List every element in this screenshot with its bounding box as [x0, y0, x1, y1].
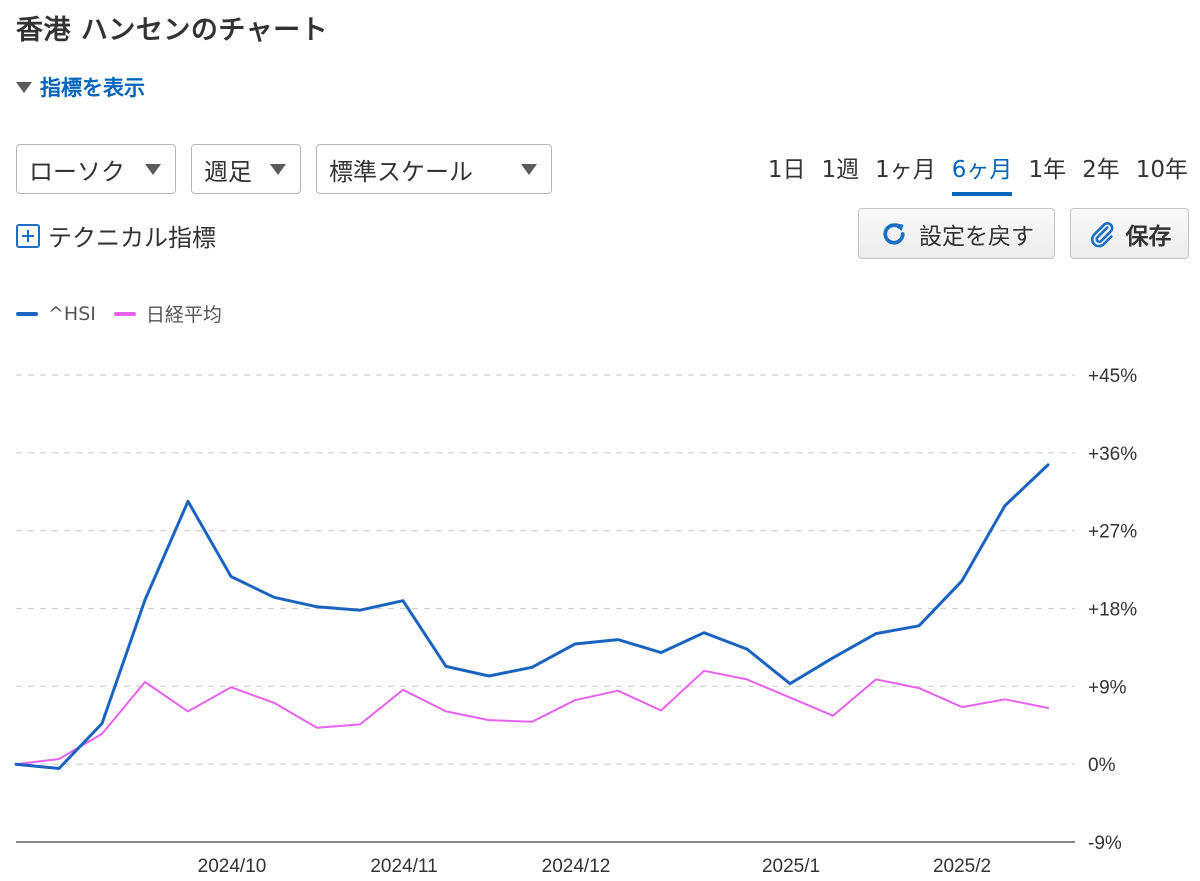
chart-series [14, 463, 1050, 770]
page-title: 香港 ハンセンのチャート [16, 15, 329, 46]
range-tab-10y[interactable]: 10年 [1135, 157, 1188, 183]
technical-indicators-label: テクニカル指標 [48, 224, 216, 252]
x-axis-ticks: 2024/10 2024/11 2024/12 2025/1 2025/2 [198, 856, 991, 877]
reset-settings-button[interactable]: 設定を戻す [858, 208, 1055, 259]
y-tick-label: +18% [1088, 600, 1137, 621]
chart-type-value: ローソク [29, 157, 125, 186]
plus-box-icon [16, 223, 40, 248]
y-tick-label: +9% [1088, 677, 1127, 698]
refresh-icon [879, 219, 909, 249]
scale-select[interactable]: 標準スケール [316, 144, 552, 194]
legend-label-nikkei: 日経平均 [145, 304, 222, 326]
reset-settings-label: 設定を戻す [919, 223, 1034, 250]
range-tab-2y[interactable]: 2年 [1082, 157, 1120, 183]
chart-grid [16, 374, 1075, 843]
y-tick-label: +45% [1088, 366, 1137, 387]
save-label: 保存 [1125, 223, 1172, 250]
save-button[interactable]: 保存 [1070, 208, 1189, 259]
period-value: 週足 [204, 157, 252, 186]
x-tick-label: 2024/11 [370, 856, 437, 877]
show-indicators-label: 指標を表示 [40, 76, 145, 100]
legend-item-hsi: ^HSI [16, 303, 96, 325]
legend-swatch-hsi [16, 311, 38, 316]
legend-label-hsi: ^HSI [48, 302, 96, 325]
period-select[interactable]: 週足 [191, 144, 301, 194]
range-tab-1y[interactable]: 1年 [1028, 157, 1067, 183]
y-tick-label: -9% [1088, 833, 1122, 854]
chart-legend: ^HSI 日経平均 [16, 300, 240, 327]
y-tick-label: 0% [1088, 755, 1116, 776]
range-tab-1w[interactable]: 1週 [821, 157, 860, 183]
legend-swatch-nikkei [113, 311, 136, 316]
show-indicators-toggle[interactable]: 指標を表示 [16, 72, 145, 102]
technical-indicators-button[interactable]: テクニカル指標 [16, 218, 216, 253]
legend-item-nikkei: 日経平均 [113, 300, 222, 327]
triangle-down-icon [16, 81, 32, 93]
y-tick-label: +27% [1088, 522, 1137, 543]
range-tabs: 1日 1週 1ヶ月 6ヶ月 1年 2年 10年 [752, 150, 1188, 196]
chevron-down-icon [270, 164, 286, 175]
comparison-line-chart: +45%+36%+27%+18%+9%0%-9% 2024/10 2024/11 2… [14, 366, 1137, 877]
x-tick-label: 2025/1 [762, 856, 820, 877]
series-line-hsi [14, 463, 1050, 770]
chart-type-select[interactable]: ローソク [16, 144, 176, 194]
chevron-down-icon [521, 164, 537, 175]
range-tab-1m[interactable]: 1ヶ月 [875, 157, 936, 183]
x-tick-label: 2024/10 [198, 856, 267, 877]
scale-value: 標準スケール [329, 157, 473, 186]
series-line-nikkei [15, 669, 1049, 766]
chevron-down-icon [145, 164, 161, 175]
range-tab-1d[interactable]: 1日 [767, 157, 806, 183]
x-tick-label: 2024/12 [542, 856, 611, 877]
y-axis-ticks: +45% +36% +27% +18% +9% 0% -9% [1088, 366, 1137, 854]
y-tick-label: +36% [1088, 444, 1137, 465]
paperclip-icon [1088, 220, 1116, 248]
range-tab-6m[interactable]: 6ヶ月 [951, 150, 1013, 196]
x-tick-label: 2025/2 [933, 856, 991, 877]
